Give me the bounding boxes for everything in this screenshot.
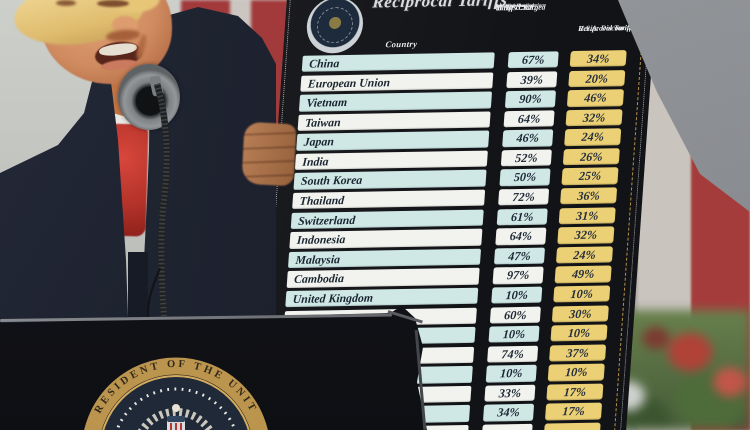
- microphone-windscreen: [118, 64, 180, 130]
- seal-shield-stripe: [175, 423, 177, 430]
- seal-gold-ring: [81, 357, 271, 430]
- podium-presidential-seal: RESIDENT OF THE UNIT: [81, 357, 271, 430]
- seal-shield-chief: [167, 416, 185, 422]
- seal-shield-stripe: [180, 423, 182, 430]
- seal-navy-field: [99, 375, 253, 430]
- seal-shield-stripe: [170, 423, 172, 430]
- seal-eagle-head: [172, 404, 180, 412]
- seal-star-ring: [111, 387, 241, 430]
- speaker-hand-holding-board: [241, 121, 297, 187]
- speaker-left-brow: [56, 0, 76, 6]
- speaker-right-brow: [97, 0, 129, 7]
